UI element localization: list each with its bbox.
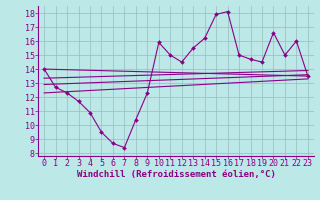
X-axis label: Windchill (Refroidissement éolien,°C): Windchill (Refroidissement éolien,°C) — [76, 170, 276, 179]
